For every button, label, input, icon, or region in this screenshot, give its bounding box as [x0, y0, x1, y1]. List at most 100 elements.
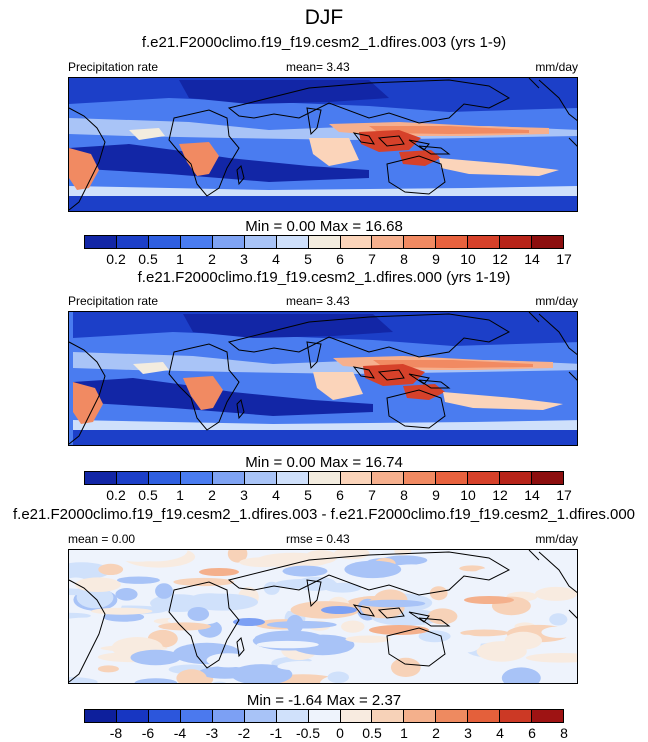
panel-3-map-field: [69, 550, 577, 683]
colorbar-swatch: [148, 472, 181, 484]
season-title: DJF: [304, 6, 344, 29]
colorbar-level-label: 0.5: [138, 487, 158, 503]
colorbar-swatch: [148, 236, 181, 248]
coastline: [528, 312, 540, 323]
precip-contour: [73, 430, 577, 445]
colorbar-level-label: 6: [528, 725, 536, 741]
diff-contour: [321, 606, 357, 614]
colorbar-level-label: 14: [524, 251, 540, 267]
colorbar-level-label: 14: [524, 487, 540, 503]
panel-1-left-label: Precipitation rate: [68, 60, 159, 74]
colorbar-level-label: 5: [304, 487, 312, 503]
colorbar-swatch: [116, 236, 149, 248]
colorbar-level-label: 5: [304, 251, 312, 267]
diff-contour: [187, 607, 210, 621]
diff-contour: [91, 607, 153, 615]
diff-contour: [231, 664, 293, 683]
colorbar-level-label: 2: [208, 487, 216, 503]
coastline: [306, 579, 322, 608]
diff-contour: [103, 612, 145, 622]
coastline: [528, 78, 540, 89]
colorbar-level-label: 4: [272, 487, 280, 503]
coastlines: [69, 78, 577, 211]
diff-contour: [155, 583, 173, 599]
colorbar-level-label: 0.2: [106, 251, 126, 267]
panel-1-units: mm/day: [535, 60, 578, 74]
colorbar-swatch: [340, 236, 373, 248]
panel-2-title: f.e21.F2000climo.f19_f19.cesm2_1.dfires.…: [137, 269, 511, 286]
colorbar-swatch: [308, 236, 341, 248]
panel-2-map-field: [69, 312, 577, 445]
coastline: [352, 366, 376, 379]
colorbar-level-label: 3: [240, 487, 248, 503]
diff-contour: [98, 563, 124, 575]
colorbar-swatch: [276, 236, 309, 248]
colorbar-level-label: 17: [556, 251, 572, 267]
diff-contour: [327, 671, 349, 683]
colorbar-swatch: [532, 236, 564, 248]
coastline: [236, 165, 245, 186]
coastline: [568, 137, 577, 147]
colorbar-swatch: [532, 472, 564, 484]
colorbar-level-label: 0.5: [362, 725, 382, 741]
colorbar-level-label: -8: [109, 725, 123, 741]
colorbar-level-label: 0: [336, 725, 344, 741]
colorbar-level-label: 4: [272, 251, 280, 267]
diff-contour: [134, 678, 178, 683]
colorbar-level-label: 6: [336, 487, 344, 503]
colorbar-swatch: [372, 472, 405, 484]
colorbar-swatch: [404, 472, 437, 484]
coastline: [306, 107, 322, 136]
colorbar-level-label: 1: [176, 251, 184, 267]
panel-3-mean-label: mean = 0.00: [68, 532, 136, 546]
diff-contour: [344, 560, 402, 579]
coastline: [377, 369, 405, 381]
coastline: [386, 627, 446, 667]
diff-contour: [464, 596, 514, 604]
diff-contour: [206, 653, 251, 668]
colorbar-swatch: [468, 472, 501, 484]
colorbar-level-label: 2: [432, 725, 440, 741]
precip-contour: [69, 148, 99, 190]
diff-contour: [525, 653, 577, 663]
colorbar-level-label: -4: [173, 725, 187, 741]
panel-3-title: f.e21.F2000climo.f19_f19.cesm2_1.dfires.…: [12, 506, 636, 523]
colorbar-level-label: 12: [492, 251, 508, 267]
precip-contour: [373, 360, 533, 368]
colorbar-swatch: [244, 710, 277, 722]
panel-3-minmax: Min = -1.64 Max = 2.37: [246, 692, 402, 709]
precip-contour: [313, 372, 363, 400]
coastline: [69, 107, 106, 211]
coastline: [69, 341, 106, 445]
colorbar-level-label: -6: [141, 725, 155, 741]
panel-1-minmax: Min = 0.00 Max = 16.68: [245, 218, 403, 235]
coastline: [528, 550, 540, 561]
colorbar-level-label: 10: [460, 251, 476, 267]
precip-contour: [183, 314, 393, 338]
diff-contour: [97, 665, 119, 673]
diff-contour: [358, 599, 426, 608]
colorbar-swatch: [500, 236, 533, 248]
diff-contour: [116, 576, 160, 584]
panel-3-colorbar: [84, 709, 564, 723]
colorbar-level-label: 17: [556, 487, 572, 503]
coastline: [236, 399, 245, 420]
panel-1-map: [68, 77, 578, 212]
colorbar-level-label: 7: [368, 487, 376, 503]
diff-contour: [474, 567, 511, 581]
colorbar-swatch: [148, 710, 181, 722]
diff-contour: [234, 628, 256, 642]
colorbar-swatch: [436, 236, 469, 248]
colorbar-swatch: [180, 710, 213, 722]
diff-contour: [277, 662, 320, 671]
diff-contour: [390, 657, 421, 677]
diff-contour: [418, 630, 451, 643]
coastline: [236, 637, 245, 658]
diff-contour: [106, 550, 168, 562]
panel-2-left-label: Precipitation rate: [68, 294, 159, 308]
coastline: [568, 371, 577, 381]
coastline: [538, 551, 577, 594]
panel-1-title: f.e21.F2000climo.f19_f19.cesm2_1.dfires.…: [141, 34, 507, 51]
colorbar-level-label: 0.2: [106, 487, 126, 503]
precip-contour: [443, 392, 563, 410]
